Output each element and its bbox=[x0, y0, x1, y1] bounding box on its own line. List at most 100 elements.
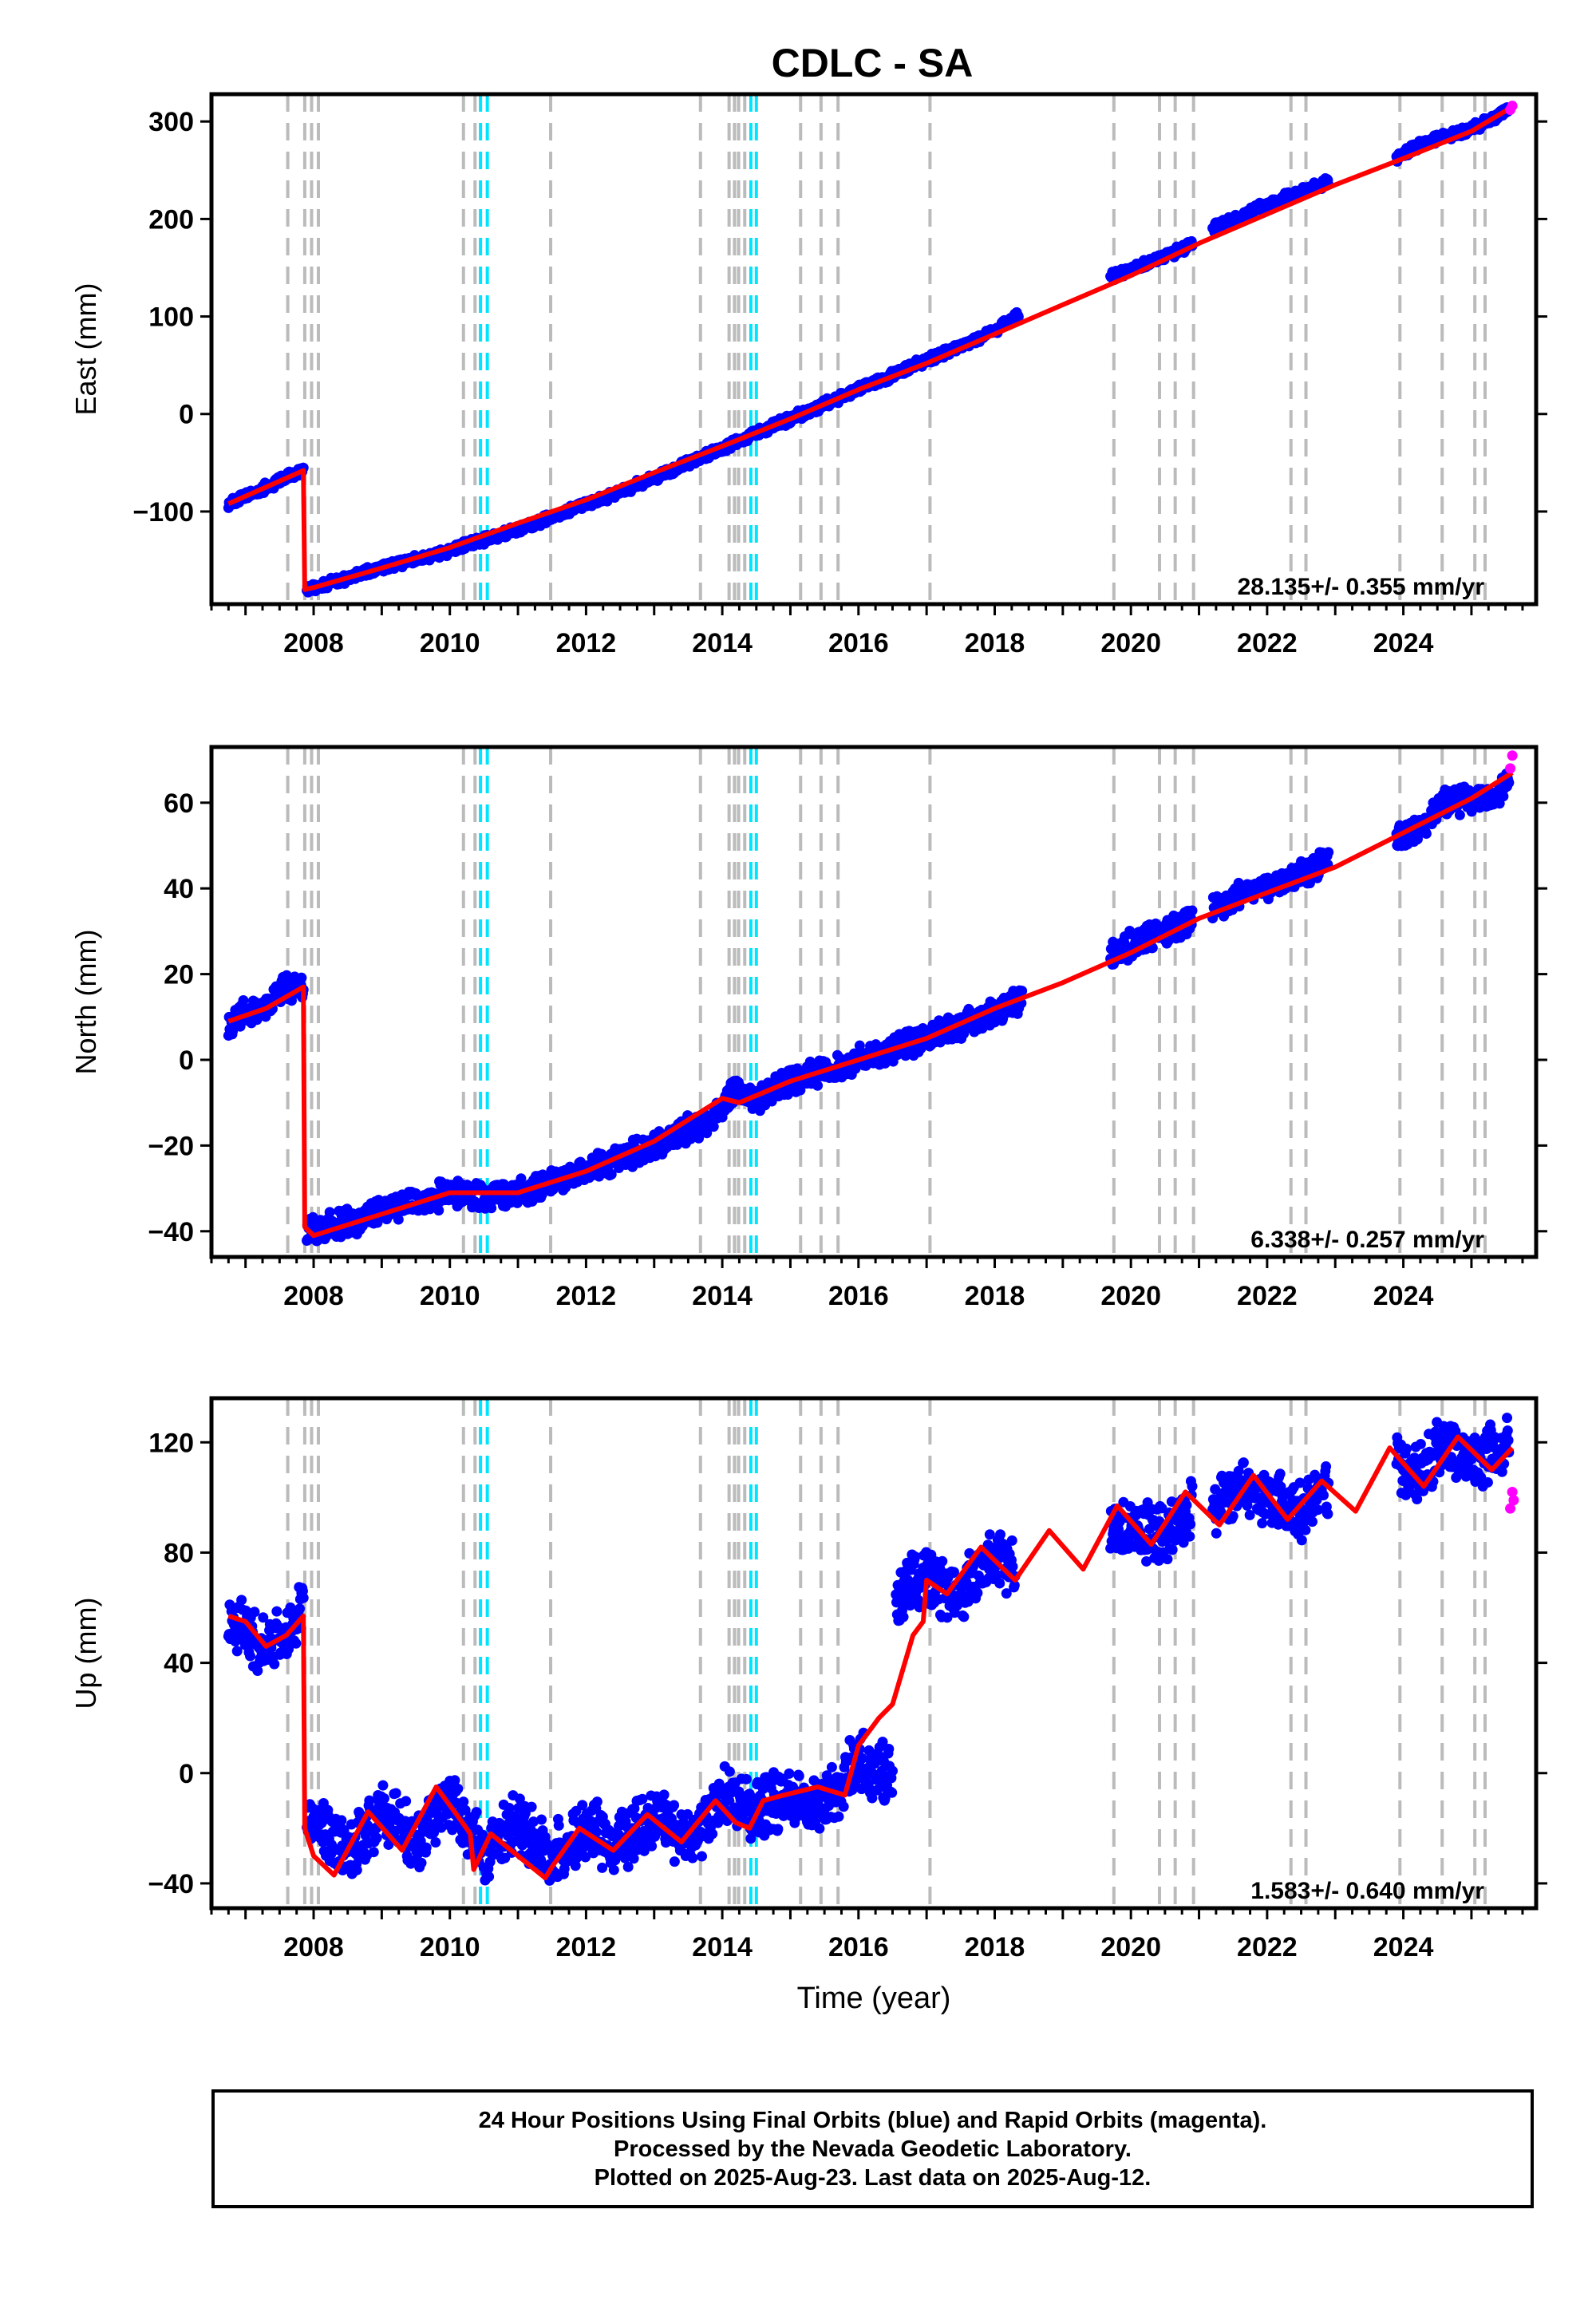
final-orbit-point bbox=[887, 1765, 898, 1777]
final-orbit-point bbox=[606, 1169, 617, 1180]
y-axis-label: East (mm) bbox=[69, 283, 102, 416]
final-orbit-point bbox=[1454, 809, 1465, 820]
y-tick-label: 0 bbox=[179, 400, 194, 430]
plot-area bbox=[223, 1398, 1519, 1908]
x-tick-label: 2018 bbox=[965, 628, 1025, 658]
plot-frame bbox=[209, 92, 1539, 607]
x-tick-label: 2012 bbox=[556, 1281, 617, 1311]
final-orbit-point bbox=[377, 1780, 389, 1791]
plot-area bbox=[223, 747, 1518, 1257]
final-orbit-point bbox=[378, 1793, 389, 1804]
velocity-rate-label: 6.338+/- 0.257 mm/yr bbox=[1250, 1227, 1484, 1253]
final-orbit-point bbox=[486, 1203, 497, 1214]
final-orbit-point bbox=[514, 1793, 525, 1804]
final-orbit-point bbox=[741, 1773, 752, 1784]
final-orbit-point bbox=[687, 1852, 698, 1863]
final-orbit-point bbox=[516, 1173, 527, 1184]
final-orbit-point bbox=[504, 1803, 515, 1814]
plot-frame bbox=[209, 745, 1539, 1259]
final-orbit-point bbox=[553, 1820, 564, 1831]
final-orbit-point bbox=[591, 1796, 602, 1808]
final-orbit-point bbox=[471, 1807, 482, 1818]
final-orbit-point bbox=[622, 1861, 634, 1872]
velocity-rate-label: 28.135+/- 0.355 mm/yr bbox=[1238, 574, 1485, 600]
final-orbit-point bbox=[238, 994, 249, 1006]
model-line bbox=[227, 770, 1514, 1239]
final-orbit-point bbox=[383, 1839, 394, 1850]
final-orbit-point bbox=[597, 1862, 608, 1873]
final-orbit-point bbox=[638, 1845, 650, 1856]
final-orbit-point bbox=[283, 1643, 294, 1654]
final-orbit-point bbox=[296, 972, 307, 983]
x-tick-label: 2016 bbox=[828, 628, 889, 658]
final-orbit-point bbox=[1498, 791, 1509, 802]
y-tick-label: 40 bbox=[164, 874, 194, 904]
final-orbit-point bbox=[390, 1788, 401, 1799]
final-orbit-point bbox=[793, 1770, 804, 1781]
x-tick-label: 2010 bbox=[420, 1281, 480, 1311]
y-tick-label: 20 bbox=[164, 960, 194, 990]
final-orbit-point bbox=[503, 1830, 514, 1841]
x-tick-label: 2014 bbox=[692, 628, 753, 658]
final-orbit-point bbox=[707, 1828, 718, 1840]
x-tick-label: 2014 bbox=[692, 1281, 753, 1311]
final-orbit-point bbox=[458, 1796, 469, 1808]
x-tick-label: 2018 bbox=[965, 1281, 1025, 1311]
y-tick-label: −100 bbox=[132, 497, 194, 528]
final-orbit-point bbox=[252, 1665, 263, 1676]
final-orbit-point bbox=[577, 1800, 588, 1811]
x-tick-label: 2012 bbox=[556, 628, 617, 658]
final-orbit-point bbox=[235, 1021, 246, 1032]
final-orbit-point bbox=[833, 1811, 844, 1822]
x-tick-label: 2008 bbox=[283, 628, 344, 658]
final-orbit-point bbox=[336, 1815, 347, 1826]
final-orbit-point bbox=[449, 1775, 460, 1786]
y-tick-label: 60 bbox=[164, 788, 194, 819]
final-orbit-point bbox=[879, 1057, 891, 1069]
final-orbit-point bbox=[658, 1789, 670, 1800]
final-orbit-point bbox=[371, 1832, 382, 1844]
final-orbit-point bbox=[782, 1089, 793, 1101]
final-orbit-point bbox=[236, 1595, 247, 1606]
plot-area bbox=[223, 94, 1518, 604]
x-tick-label: 2020 bbox=[1100, 1281, 1161, 1311]
final-orbit-point bbox=[826, 1761, 837, 1773]
final-orbit-point bbox=[368, 1847, 379, 1858]
x-tick-label: 2010 bbox=[420, 628, 480, 658]
final-orbit-point bbox=[1466, 806, 1477, 817]
final-orbit-point bbox=[646, 1840, 658, 1852]
final-orbit-point bbox=[429, 1827, 440, 1838]
final-orbit-point bbox=[484, 1871, 495, 1882]
x-tick-label: 2022 bbox=[1237, 628, 1298, 658]
final-orbit-point bbox=[421, 1842, 432, 1853]
final-orbit-point bbox=[324, 1207, 335, 1218]
final-orbit-point bbox=[258, 1612, 269, 1623]
rapid-orbit-point bbox=[1507, 750, 1518, 761]
final-orbit-point bbox=[898, 1611, 909, 1622]
final-orbit-point bbox=[814, 1823, 825, 1834]
x-tick-label: 2008 bbox=[283, 1281, 344, 1311]
panels: −100 0 100 200 300 2008 2010 2012 2014 2016 2018 20… bbox=[69, 92, 1547, 2015]
final-orbit-point bbox=[877, 1737, 888, 1748]
final-orbit-point bbox=[1017, 986, 1028, 997]
final-orbit-point bbox=[298, 1592, 309, 1603]
final-orbit-point bbox=[772, 1824, 784, 1835]
final-orbit-point bbox=[883, 1743, 895, 1754]
y-tick-label: 100 bbox=[148, 302, 194, 333]
x-tick-label: 2024 bbox=[1373, 1281, 1434, 1311]
final-orbit-point bbox=[887, 1787, 898, 1798]
y-tick-label: 300 bbox=[148, 107, 194, 137]
final-orbit-point bbox=[452, 1783, 464, 1794]
x-tick-label: 2016 bbox=[828, 1281, 889, 1311]
final-orbit-point bbox=[724, 1766, 735, 1777]
final-orbit-point bbox=[669, 1856, 680, 1867]
final-orbit-point bbox=[608, 1864, 619, 1875]
y-tick-label: 200 bbox=[148, 204, 194, 235]
final-orbit-point bbox=[430, 1837, 441, 1848]
panel-east: −100 0 100 200 300 2008 2010 2012 2014 2016 2018 20… bbox=[69, 92, 1547, 658]
final-orbit-point bbox=[696, 1851, 707, 1862]
final-orbit-point bbox=[856, 1753, 867, 1764]
final-orbit-point bbox=[580, 1852, 591, 1863]
final-orbit-point bbox=[795, 1085, 806, 1096]
